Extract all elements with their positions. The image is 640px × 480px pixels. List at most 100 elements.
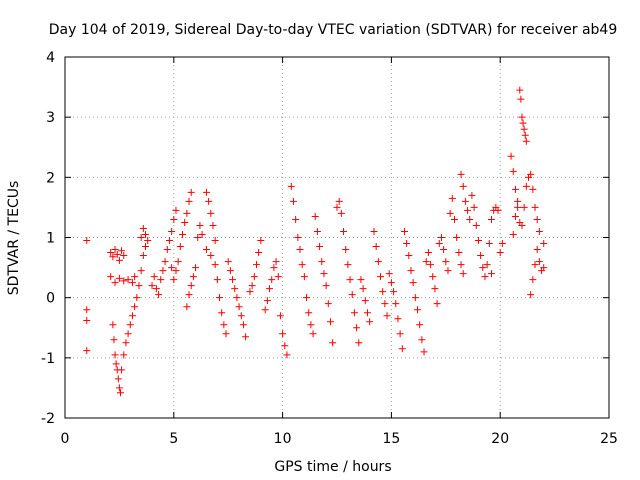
data-point (209, 221, 217, 229)
data-point (398, 345, 406, 353)
data-point (326, 318, 334, 326)
data-point (522, 182, 530, 190)
data-point (289, 197, 297, 205)
data-point (185, 291, 193, 299)
data-point (320, 270, 328, 278)
data-point (348, 291, 356, 299)
data-point (535, 258, 543, 266)
data-point (211, 237, 219, 245)
data-point (159, 267, 167, 275)
data-point (168, 264, 176, 272)
data-point (448, 194, 456, 202)
data-point (514, 197, 522, 205)
data-point (377, 273, 385, 281)
data-point (529, 185, 537, 193)
data-point (353, 324, 361, 332)
data-point (522, 137, 530, 145)
data-point (414, 306, 422, 314)
data-point (276, 312, 284, 320)
data-point (372, 243, 380, 251)
data-point (218, 309, 226, 317)
data-point (359, 285, 367, 293)
data-point (470, 203, 478, 211)
data-point (235, 303, 243, 311)
data-point (498, 240, 506, 248)
data-point (111, 246, 119, 254)
data-point (496, 249, 504, 257)
data-point (507, 152, 515, 160)
data-point (207, 252, 215, 260)
data-point (250, 273, 258, 281)
data-point (521, 131, 529, 139)
y-tick-label: -1 (41, 351, 55, 367)
data-point (416, 321, 424, 329)
data-point (383, 312, 391, 320)
axes (64, 56, 610, 419)
data-point (485, 240, 493, 248)
data-point (481, 273, 489, 281)
data-point (483, 261, 491, 269)
data-point (455, 249, 463, 257)
y-tick-label: 0 (46, 291, 55, 307)
data-point (139, 224, 147, 232)
data-point (189, 273, 197, 281)
data-point (115, 384, 123, 392)
data-point (131, 273, 139, 281)
data-point (379, 288, 387, 296)
data-point (487, 215, 495, 223)
data-point (155, 291, 163, 299)
data-point (242, 333, 250, 341)
data-point (292, 215, 300, 223)
data-point (252, 261, 260, 269)
data-point (361, 297, 369, 305)
data-point (83, 237, 91, 245)
data-point (172, 267, 180, 275)
data-point (163, 246, 171, 254)
data-point (461, 197, 469, 205)
data-point (124, 330, 132, 338)
data-point (518, 221, 526, 229)
data-point (407, 267, 415, 275)
data-point (435, 240, 443, 248)
data-point (514, 203, 522, 211)
data-point (516, 86, 524, 94)
data-point (396, 330, 404, 338)
data-point (527, 170, 535, 178)
data-point (231, 285, 239, 293)
x-tick-label: 0 (61, 431, 70, 447)
data-point (318, 258, 326, 266)
data-point (220, 321, 228, 329)
data-point (237, 312, 245, 320)
data-point (390, 288, 398, 296)
data-point (309, 330, 317, 338)
data-point (422, 258, 430, 266)
data-point (128, 312, 136, 320)
data-point (340, 227, 348, 235)
data-point (477, 252, 485, 260)
data-point (457, 170, 465, 178)
data-point (431, 285, 439, 293)
data-point (172, 206, 180, 214)
data-point (83, 347, 91, 355)
data-point (279, 330, 287, 338)
data-point (83, 317, 91, 325)
x-axis-label: GPS time / hours (274, 459, 391, 475)
data-point (113, 250, 121, 258)
data-point (110, 336, 118, 344)
data-point (305, 309, 313, 317)
data-point (213, 276, 221, 284)
data-point (400, 227, 408, 235)
data-point (440, 246, 448, 254)
data-point (196, 221, 204, 229)
data-point (229, 276, 237, 284)
data-point (118, 247, 126, 255)
data-point (109, 253, 117, 261)
data-point (418, 336, 426, 344)
x-tick-label: 15 (382, 431, 400, 447)
data-point (303, 294, 311, 302)
data-point (420, 348, 428, 356)
data-point (316, 243, 324, 251)
data-point (266, 285, 274, 293)
data-point (342, 246, 350, 254)
